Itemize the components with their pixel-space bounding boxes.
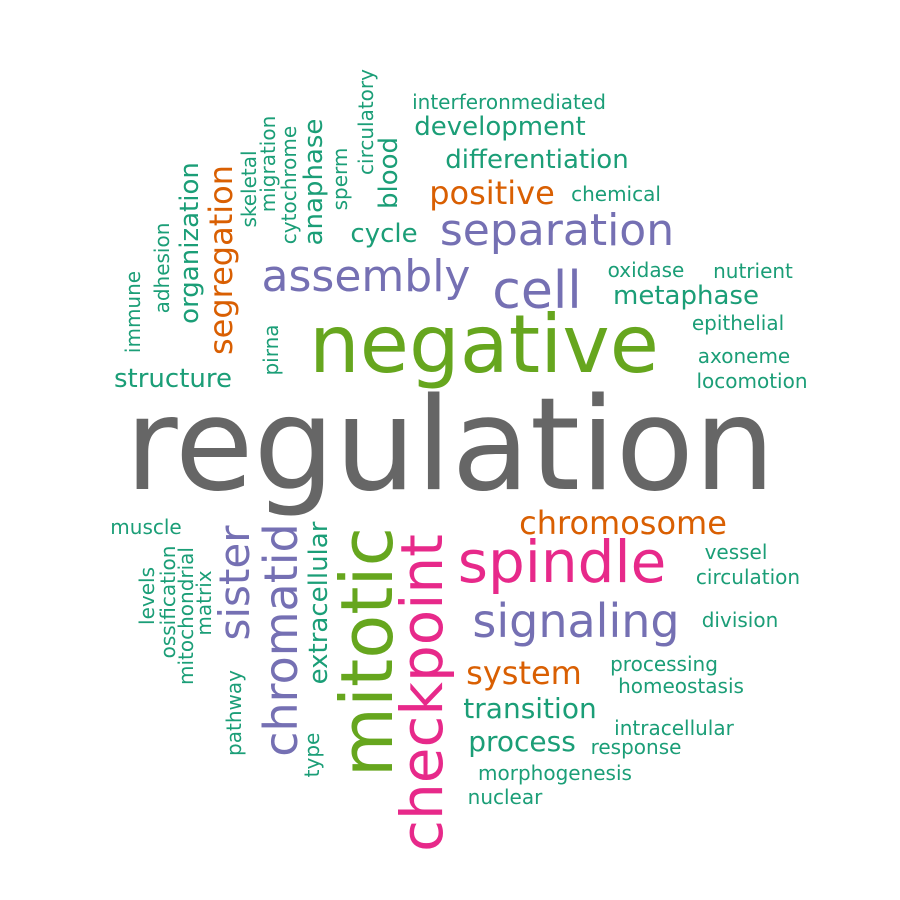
word-signaling: signaling: [472, 594, 680, 648]
word-morphogenesis: morphogenesis: [478, 761, 632, 785]
word-circulation: circulation: [695, 565, 801, 589]
word-pirna: pirna: [259, 324, 283, 376]
word-processing: processing: [610, 652, 718, 676]
word-homeostasis: homeostasis: [618, 674, 744, 698]
word-locomotion: locomotion: [696, 369, 808, 393]
word-blood: blood: [374, 136, 404, 210]
word-nuclear: nuclear: [467, 785, 543, 809]
word-adhesion: adhesion: [150, 222, 174, 314]
word-chromatid: chromatid: [254, 523, 308, 757]
word-transition: transition: [463, 692, 597, 725]
word-negative: negative: [309, 298, 659, 391]
word-epithelial: epithelial: [691, 311, 785, 335]
word-levels: levels: [135, 567, 159, 625]
word-system: system: [466, 654, 582, 692]
word-extracellular: extracellular: [304, 521, 334, 685]
word-nutrient: nutrient: [713, 259, 793, 283]
word-spindle: spindle: [457, 528, 667, 596]
word-skeletal: skeletal: [237, 150, 261, 228]
word-anaphase: anaphase: [299, 118, 329, 246]
word-process: process: [468, 725, 576, 758]
word-metaphase: metaphase: [613, 281, 759, 311]
word-structure: structure: [114, 364, 232, 394]
word-oxidase: oxidase: [607, 258, 685, 282]
word-circulatory: circulatory: [354, 69, 378, 175]
word-matrix: matrix: [192, 570, 216, 636]
word-intracellular: intracellular: [614, 716, 734, 740]
word-migration: migration: [256, 115, 280, 213]
word-development: development: [414, 112, 586, 142]
word-sperm: sperm: [328, 147, 352, 211]
word-axoneme: axoneme: [697, 344, 791, 368]
word-separation: separation: [439, 205, 675, 256]
word-cycle: cycle: [350, 219, 418, 249]
word-type: type: [300, 732, 324, 778]
word-immune: immune: [121, 270, 145, 354]
word-cell: cell: [492, 261, 582, 321]
word-differentiation: differentiation: [445, 145, 629, 175]
word-checkpoint: checkpoint: [388, 534, 456, 852]
word-positive: positive: [429, 174, 555, 212]
word-organization: organization: [175, 162, 205, 324]
word-chemical: chemical: [571, 182, 661, 206]
word-segregation: segregation: [202, 164, 240, 356]
word-division: division: [701, 608, 779, 632]
word-sister: sister: [210, 525, 259, 641]
word-muscle: muscle: [110, 515, 182, 539]
word-pathway: pathway: [222, 670, 246, 756]
word-cytochrome: cytochrome: [277, 125, 301, 245]
word-response: response: [590, 735, 682, 759]
word-assembly: assembly: [261, 251, 471, 302]
word-chromosome: chromosome: [519, 504, 727, 542]
word-interferonmediated: interferonmediated: [412, 90, 606, 114]
word-vessel: vessel: [704, 540, 768, 564]
word-regulation: regulation: [124, 371, 776, 520]
